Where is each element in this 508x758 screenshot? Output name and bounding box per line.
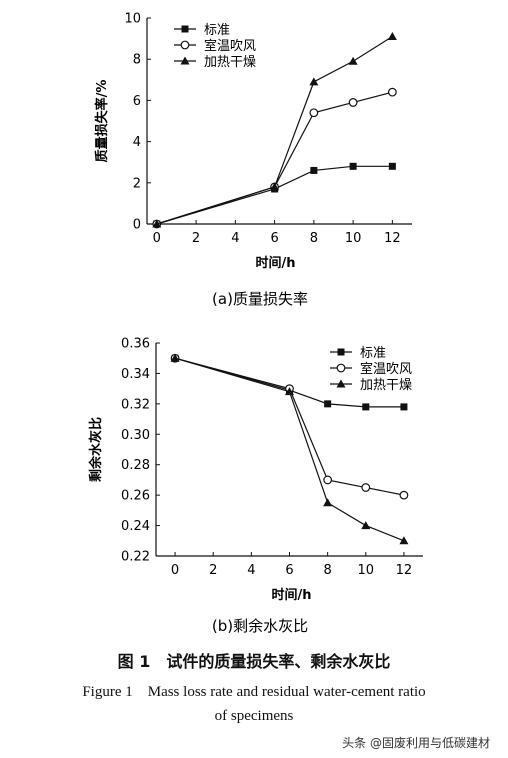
series-line-1 [156,91,393,225]
legend-marker-1 [336,363,346,373]
data-point-0 [310,166,318,174]
x-tick-label: 12 [384,231,401,246]
data-point-0 [362,403,370,411]
x-tick-label: 0 [153,231,161,246]
y-tick-label: 4 [133,135,141,150]
legend-marker-0 [337,348,345,356]
data-point-1 [361,483,371,492]
data-point-2 [152,219,162,228]
x-tick-label: 6 [285,563,293,578]
watermark: 头条 @固废利用与低碳建材 [342,736,490,750]
data-point-2 [399,536,409,545]
legend-marker-0 [181,25,189,33]
x-tick-label: 4 [247,563,255,578]
x-tick-label: 8 [324,563,332,578]
data-point-2 [309,77,319,86]
y-tick-label: 0.32 [121,397,150,412]
x-axis-label: 时间/h [271,587,311,603]
x-tick-label: 10 [358,563,375,578]
chart-svg-0: 0 2 4 6 8 10 12 0 2 4 6 8 10 时间/h 质量损失率/% (a)质量损失率 标准室温吹… [94,12,412,308]
legend-marker-2 [336,379,346,388]
chart-b: 0 2 4 6 8 10 12 0.22 0.24 0.26 0.28 0.30 0.32 0.34 0.3… [0,328,508,640]
y-tick-label: 0.30 [121,428,150,443]
data-point-1 [348,98,358,107]
data-point-1 [323,475,333,485]
y-tick-label: 6 [133,94,141,109]
data-point-1 [387,87,397,97]
y-tick-label: 0 [133,218,141,233]
legend-label: 室温吹风 [360,361,412,377]
figure-caption-cn: 图 1 试件的质量损失率、剩余水灰比 [117,652,391,671]
figure-caption-en-line1: Figure 1 Mass loss rate and residual wat… [82,684,426,700]
legend-label: 标准 [204,23,230,38]
data-point-1 [309,108,319,118]
x-tick-label: 2 [209,563,217,578]
x-tick-label: 10 [345,231,362,246]
y-tick-label: 0.24 [121,519,150,534]
data-point-0 [349,162,357,170]
data-point-2 [270,182,280,191]
series-line-0 [156,165,393,225]
y-axis-label: 质量损失率/% [94,80,110,163]
legend-marker-2 [180,56,190,65]
data-point-0 [324,400,332,408]
data-point-2 [285,387,294,396]
legend-marker-1 [180,40,190,50]
figure-caption-en-line2: of specimens [214,708,294,724]
y-tick-label: 0.34 [121,367,150,382]
chart-svg-1: 0 2 4 6 8 10 12 0.22 0.24 0.26 0.28 0.30 0.32 0.34 0.3… [88,337,423,635]
x-axis-label: 时间/h [255,255,295,271]
data-point-0 [388,162,396,170]
x-tick-label: 6 [270,231,278,246]
legend-label: 室温吹风 [204,38,256,54]
data-point-2 [323,498,333,507]
legend-label: 加热干燥 [204,55,256,70]
data-point-2 [361,521,371,530]
legend-label: 加热干燥 [360,378,412,393]
x-tick-label: 2 [192,231,200,246]
data-point-0 [400,403,408,411]
data-point-2 [387,32,397,41]
x-tick-label: 8 [310,231,318,246]
chart-a: 0 2 4 6 8 10 12 0 2 4 6 8 10 时间/h 质量损失率/% (a)质量损失率 标准 室温吹… [0,0,508,312]
y-tick-label: 2 [133,176,141,191]
x-tick-label: 0 [171,563,179,578]
x-tick-label: 12 [396,563,413,578]
legend-label: 标准 [360,346,386,361]
y-tick-label: 0.36 [121,337,150,352]
data-point-2 [348,56,358,65]
y-tick-label: 8 [133,53,141,68]
data-point-1 [399,490,409,500]
chart-subtitle: (a)质量损失率 [212,290,308,308]
y-tick-label: 0.26 [121,489,150,504]
y-tick-label: 10 [124,12,141,27]
x-tick-label: 4 [231,231,239,246]
chart-subtitle: (b)剩余水灰比 [212,617,308,635]
data-point-2 [170,353,180,362]
y-tick-label: 0.22 [121,550,150,565]
y-tick-label: 0.28 [121,458,150,473]
y-axis-label: 剩余水灰比 [88,417,104,482]
